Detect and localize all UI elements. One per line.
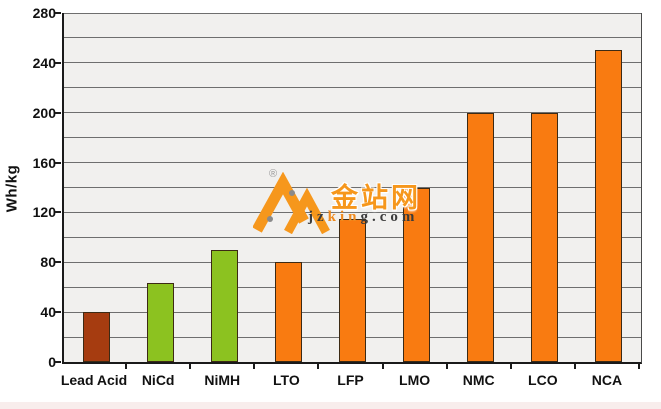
site-text-prefix: jz (308, 209, 328, 225)
y-tick-mark-120 (55, 211, 61, 214)
jzking-logo-icon (253, 172, 330, 234)
plot-area (62, 12, 642, 364)
y-axis-title: Wh/kg (3, 164, 21, 213)
x-label-nca: NCA (591, 372, 623, 388)
site-text-mid: kin (327, 209, 361, 225)
bar-lto (274, 262, 302, 362)
y-tick-mark-200 (55, 111, 61, 114)
x-tick-7 (509, 364, 512, 369)
x-label-lto: LTO (273, 372, 300, 388)
bar-lmo (403, 187, 431, 362)
x-label-lmo: LMO (399, 372, 431, 388)
bar-nicd (146, 283, 174, 362)
watermark-site-text: jzking.com (308, 209, 418, 226)
bar-lfp (339, 218, 366, 362)
y-tick-label-0: 0 (48, 354, 56, 370)
registered-trademark-icon: ® (269, 168, 278, 180)
y-tick-mark-40 (55, 311, 61, 314)
gridline-180 (64, 137, 641, 139)
x-label-lead-acid: Lead Acid (60, 372, 128, 388)
gridline-220 (64, 87, 641, 89)
bar-lco (531, 112, 559, 362)
y-tick-label-280: 280 (32, 5, 56, 21)
gridline-140 (64, 187, 641, 188)
y-tick-label-160: 160 (32, 154, 56, 171)
watermark: ® 金站网 jzking.com (253, 160, 468, 236)
y-tick-mark-280 (55, 12, 61, 14)
gridline-240 (64, 62, 641, 64)
x-tick-3 (253, 364, 256, 369)
gridline-280 (64, 12, 641, 14)
site-text-suffix: g.com (360, 209, 419, 225)
y-tick-label-200: 200 (32, 104, 56, 121)
gridline-160 (64, 162, 641, 164)
x-tick-9 (638, 364, 640, 369)
y-tick-mark-0 (55, 361, 61, 363)
y-tick-label-40: 40 (40, 304, 56, 321)
x-label-nmc: NMC (462, 372, 495, 388)
y-tick-label-80: 80 (40, 254, 56, 271)
gridline-120 (64, 211, 641, 213)
gridline-200 (64, 112, 641, 114)
bar-nmc (467, 112, 495, 362)
x-tick-5 (381, 364, 384, 369)
y-tick-mark-160 (55, 161, 61, 164)
x-label-lco: LCO (528, 372, 558, 388)
x-label-nimh: NiMH (204, 372, 241, 388)
gridline-260 (64, 37, 641, 39)
bottom-strip (0, 402, 661, 409)
y-tick-mark-80 (55, 261, 61, 264)
x-tick-4 (317, 364, 320, 369)
bar-nimh (210, 249, 238, 362)
bar-lead-acid (82, 312, 110, 362)
x-tick-2 (189, 364, 192, 369)
x-tick-6 (445, 364, 448, 369)
bar-nca (595, 50, 623, 362)
y-tick-label-120: 120 (32, 204, 56, 221)
x-label-nicd: NiCd (141, 372, 175, 388)
x-tick-1 (125, 364, 128, 369)
x-tick-8 (573, 364, 576, 369)
x-label-lfp: LFP (337, 372, 364, 388)
watermark-brand-text: 金站网 (331, 183, 421, 213)
y-tick-mark-240 (55, 61, 61, 64)
y-tick-label-240: 240 (32, 54, 56, 71)
